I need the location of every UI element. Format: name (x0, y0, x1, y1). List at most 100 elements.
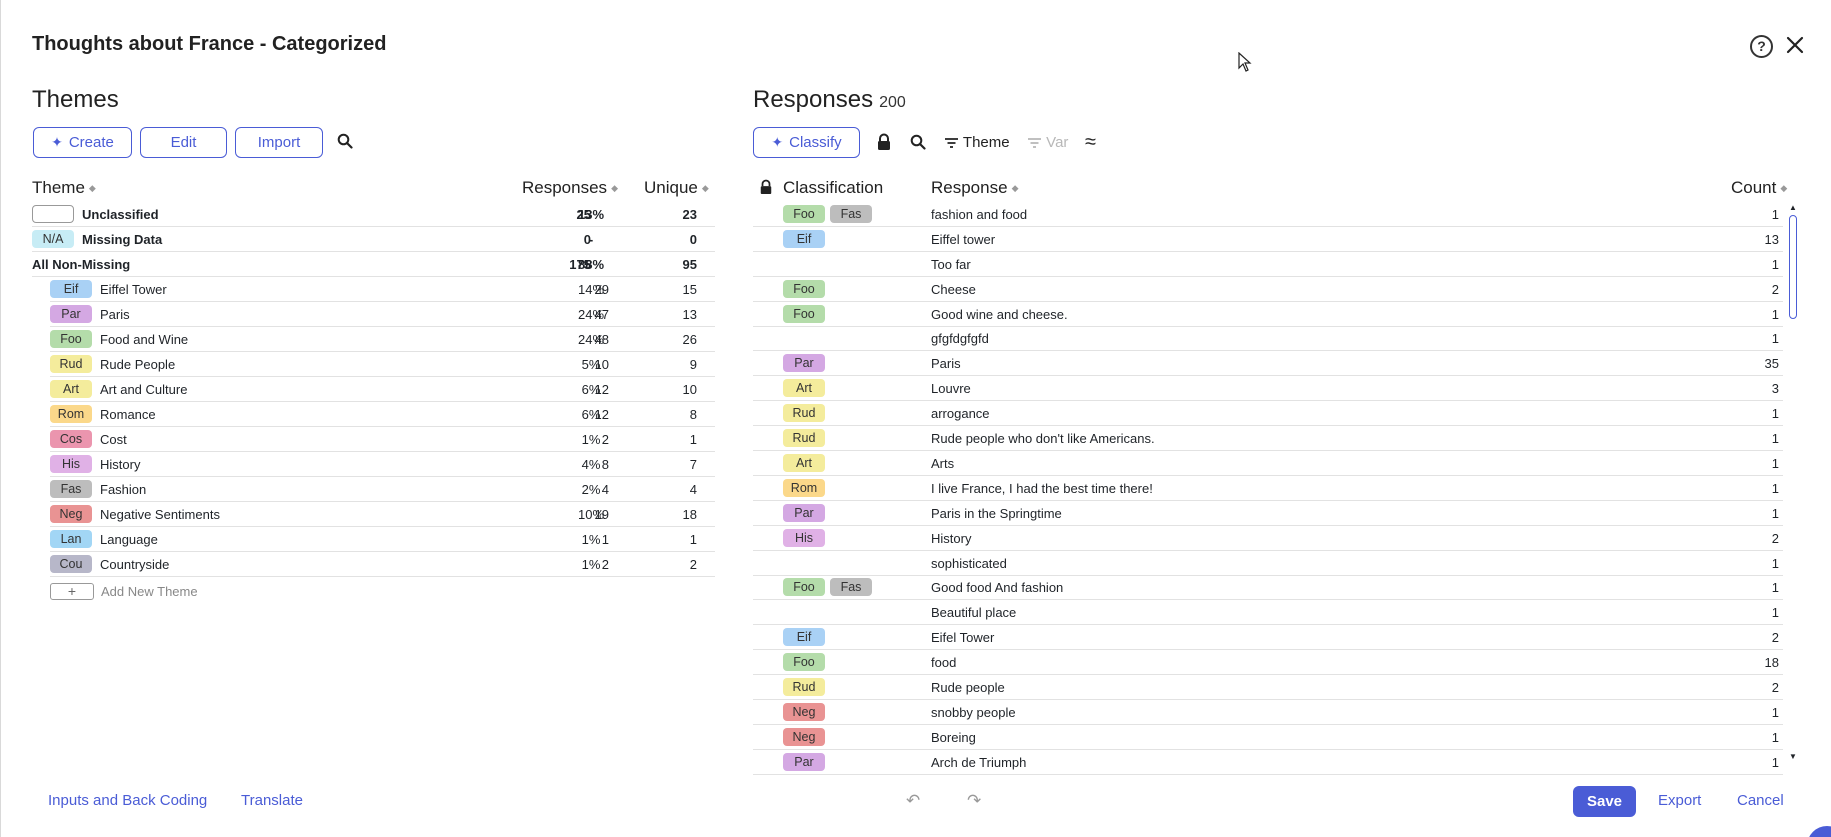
classification-tag[interactable]: Par (783, 504, 825, 522)
approx-icon[interactable]: ≈ (1085, 131, 1096, 153)
translate-link[interactable]: Translate (241, 792, 303, 809)
classification-tag[interactable]: Rud (783, 678, 825, 696)
classification-tag[interactable]: His (783, 529, 825, 547)
var-filter-button[interactable]: Var (1027, 134, 1068, 151)
close-icon[interactable] (1783, 33, 1807, 57)
classification-tag[interactable]: Par (783, 354, 825, 372)
theme-row[interactable]: Foo Food and Wine 48 24% 26 (50, 327, 715, 352)
import-button[interactable]: Import (235, 127, 323, 158)
response-row[interactable]: Neg snobby people 1 (753, 700, 1783, 725)
redo-icon[interactable]: ↷ (967, 791, 982, 810)
response-row[interactable]: sophisticated 1 (753, 551, 1783, 576)
chat-launcher-button[interactable] (1807, 826, 1831, 837)
theme-tag (32, 205, 74, 223)
classification-tag[interactable]: Rud (783, 404, 825, 422)
undo-icon[interactable]: ↶ (906, 791, 921, 810)
classification-tag[interactable]: Art (783, 454, 825, 472)
theme-row[interactable]: Rom Romance 12 6% 8 (50, 402, 715, 427)
unique-column-header[interactable]: Unique ◆ (644, 178, 709, 197)
response-text: Too far (931, 256, 971, 272)
classification-tag[interactable]: Foo (783, 578, 825, 596)
response-row[interactable]: Eif Eiffel tower 13 (753, 227, 1783, 252)
response-row[interactable]: Foo food 18 (753, 650, 1783, 675)
response-count: 1 (1771, 405, 1779, 421)
theme-row[interactable]: Cos Cost 2 1% 1 (50, 427, 715, 452)
theme-column-header[interactable]: Theme ◆ (32, 178, 96, 197)
theme-row[interactable]: Eif Eiffel Tower 29 14% 15 (50, 277, 715, 302)
scroll-up-icon[interactable]: ▲ (1789, 203, 1797, 212)
response-row[interactable]: Rud arrogance 1 (753, 401, 1783, 426)
themes-search-icon[interactable] (337, 133, 353, 149)
theme-row[interactable]: Cou Countryside 2 1% 2 (50, 552, 715, 577)
theme-summary-row[interactable]: Unclassified 25 13% 23 (32, 202, 715, 227)
create-button[interactable]: ✦ Create (33, 127, 132, 158)
edit-button[interactable]: Edit (140, 127, 227, 158)
response-row[interactable]: Par Paris 35 (753, 351, 1783, 376)
classification-tag[interactable]: Foo (783, 653, 825, 671)
theme-summary-row[interactable]: N/A Missing Data 0-0 (32, 227, 715, 252)
response-row[interactable]: Rom I live France, I had the best time th… (753, 476, 1783, 501)
help-icon[interactable]: ? (1750, 35, 1773, 58)
response-row[interactable]: Neg Boreing 1 (753, 725, 1783, 750)
add-new-theme-button[interactable]: + Add New Theme (50, 581, 198, 601)
classify-button[interactable]: ✦ Classify (753, 127, 860, 158)
response-row[interactable]: Beautiful place 1 (753, 600, 1783, 625)
theme-filter-button[interactable]: Theme (944, 134, 1010, 151)
classification-tag[interactable]: Rom (783, 479, 825, 497)
count-column-header[interactable]: Count ◆ (1731, 178, 1788, 197)
classification-tag[interactable]: Neg (783, 703, 825, 721)
response-row[interactable]: Par Arch de Triumph 1 (753, 750, 1783, 775)
response-column-header[interactable]: Response ◆ (931, 178, 1019, 197)
classification-tag[interactable]: Foo (783, 305, 825, 323)
theme-row[interactable]: Neg Negative Sentiments 19 10% 18 (50, 502, 715, 527)
theme-row[interactable]: Fas Fashion 4 2% 4 (50, 477, 715, 502)
theme-responses: 2 (601, 431, 609, 447)
response-row[interactable]: Rud Rude people 2 (753, 675, 1783, 700)
response-row[interactable]: Eif Eifel Tower 2 (753, 625, 1783, 650)
classification-tag[interactable]: Rud (783, 429, 825, 447)
theme-row[interactable]: Rud Rude People 10 5% 9 (50, 352, 715, 377)
response-row[interactable]: Foo Cheese 2 (753, 277, 1783, 302)
mouse-cursor-icon (1238, 52, 1252, 72)
classification-tag[interactable]: Fas (830, 578, 872, 596)
classification-tag[interactable]: Neg (783, 728, 825, 746)
export-link[interactable]: Export (1658, 792, 1702, 809)
response-text: Beautiful place (931, 604, 1017, 620)
theme-row[interactable]: Art Art and Culture 12 6% 10 (50, 377, 715, 402)
classify-button-label: Classify (789, 134, 842, 151)
theme-unique: 18 (682, 506, 697, 522)
response-row[interactable]: Foo Fas fashion and food 1 (753, 202, 1783, 227)
inputs-back-coding-link[interactable]: Inputs and Back Coding (48, 792, 208, 809)
theme-unique: 26 (682, 331, 697, 347)
classification-tag[interactable]: Art (783, 379, 825, 397)
classification-column-header[interactable]: Classification (783, 178, 884, 197)
theme-row[interactable]: His History 8 4% 7 (50, 452, 715, 477)
responses-search-icon[interactable] (910, 134, 926, 150)
responses-scrollbar[interactable] (1789, 215, 1797, 319)
response-row[interactable]: His History 2 (753, 526, 1783, 551)
classification-tag[interactable]: Eif (783, 628, 825, 646)
response-text: Boreing (931, 729, 976, 745)
response-row[interactable]: Art Arts 1 (753, 451, 1783, 476)
classification-tag[interactable]: Eif (783, 230, 825, 248)
classification-tag[interactable]: Foo (783, 205, 825, 223)
cancel-link[interactable]: Cancel (1737, 792, 1784, 809)
response-row[interactable]: Foo Fas Good food And fashion 1 (753, 575, 1783, 600)
response-row[interactable]: Art Louvre 3 (753, 376, 1783, 401)
classification-tag[interactable]: Foo (783, 280, 825, 298)
response-row[interactable]: gfgfdgfgfd 1 (753, 326, 1783, 351)
classification-tag[interactable]: Fas (830, 205, 872, 223)
lock-icon[interactable] (876, 133, 892, 151)
save-button[interactable]: Save (1573, 786, 1636, 817)
response-row[interactable]: Foo Good wine and cheese. 1 (753, 302, 1783, 327)
classification-tag[interactable]: Par (783, 753, 825, 771)
response-row[interactable]: Too far 1 (753, 252, 1783, 277)
response-row[interactable]: Rud Rude people who don't like Americans.… (753, 426, 1783, 451)
theme-row[interactable]: Lan Language 1 1% 1 (50, 527, 715, 552)
theme-summary-row[interactable]: All Non-Missing 175 88% 95 (32, 252, 715, 277)
response-row[interactable]: Par Paris in the Springtime 1 (753, 501, 1783, 526)
scroll-down-icon[interactable]: ▼ (1789, 752, 1797, 761)
theme-row[interactable]: Par Paris 47 24% 13 (50, 302, 715, 327)
responses-column-header[interactable]: Responses ◆ (522, 178, 618, 197)
response-text: Good wine and cheese. (931, 306, 1068, 322)
